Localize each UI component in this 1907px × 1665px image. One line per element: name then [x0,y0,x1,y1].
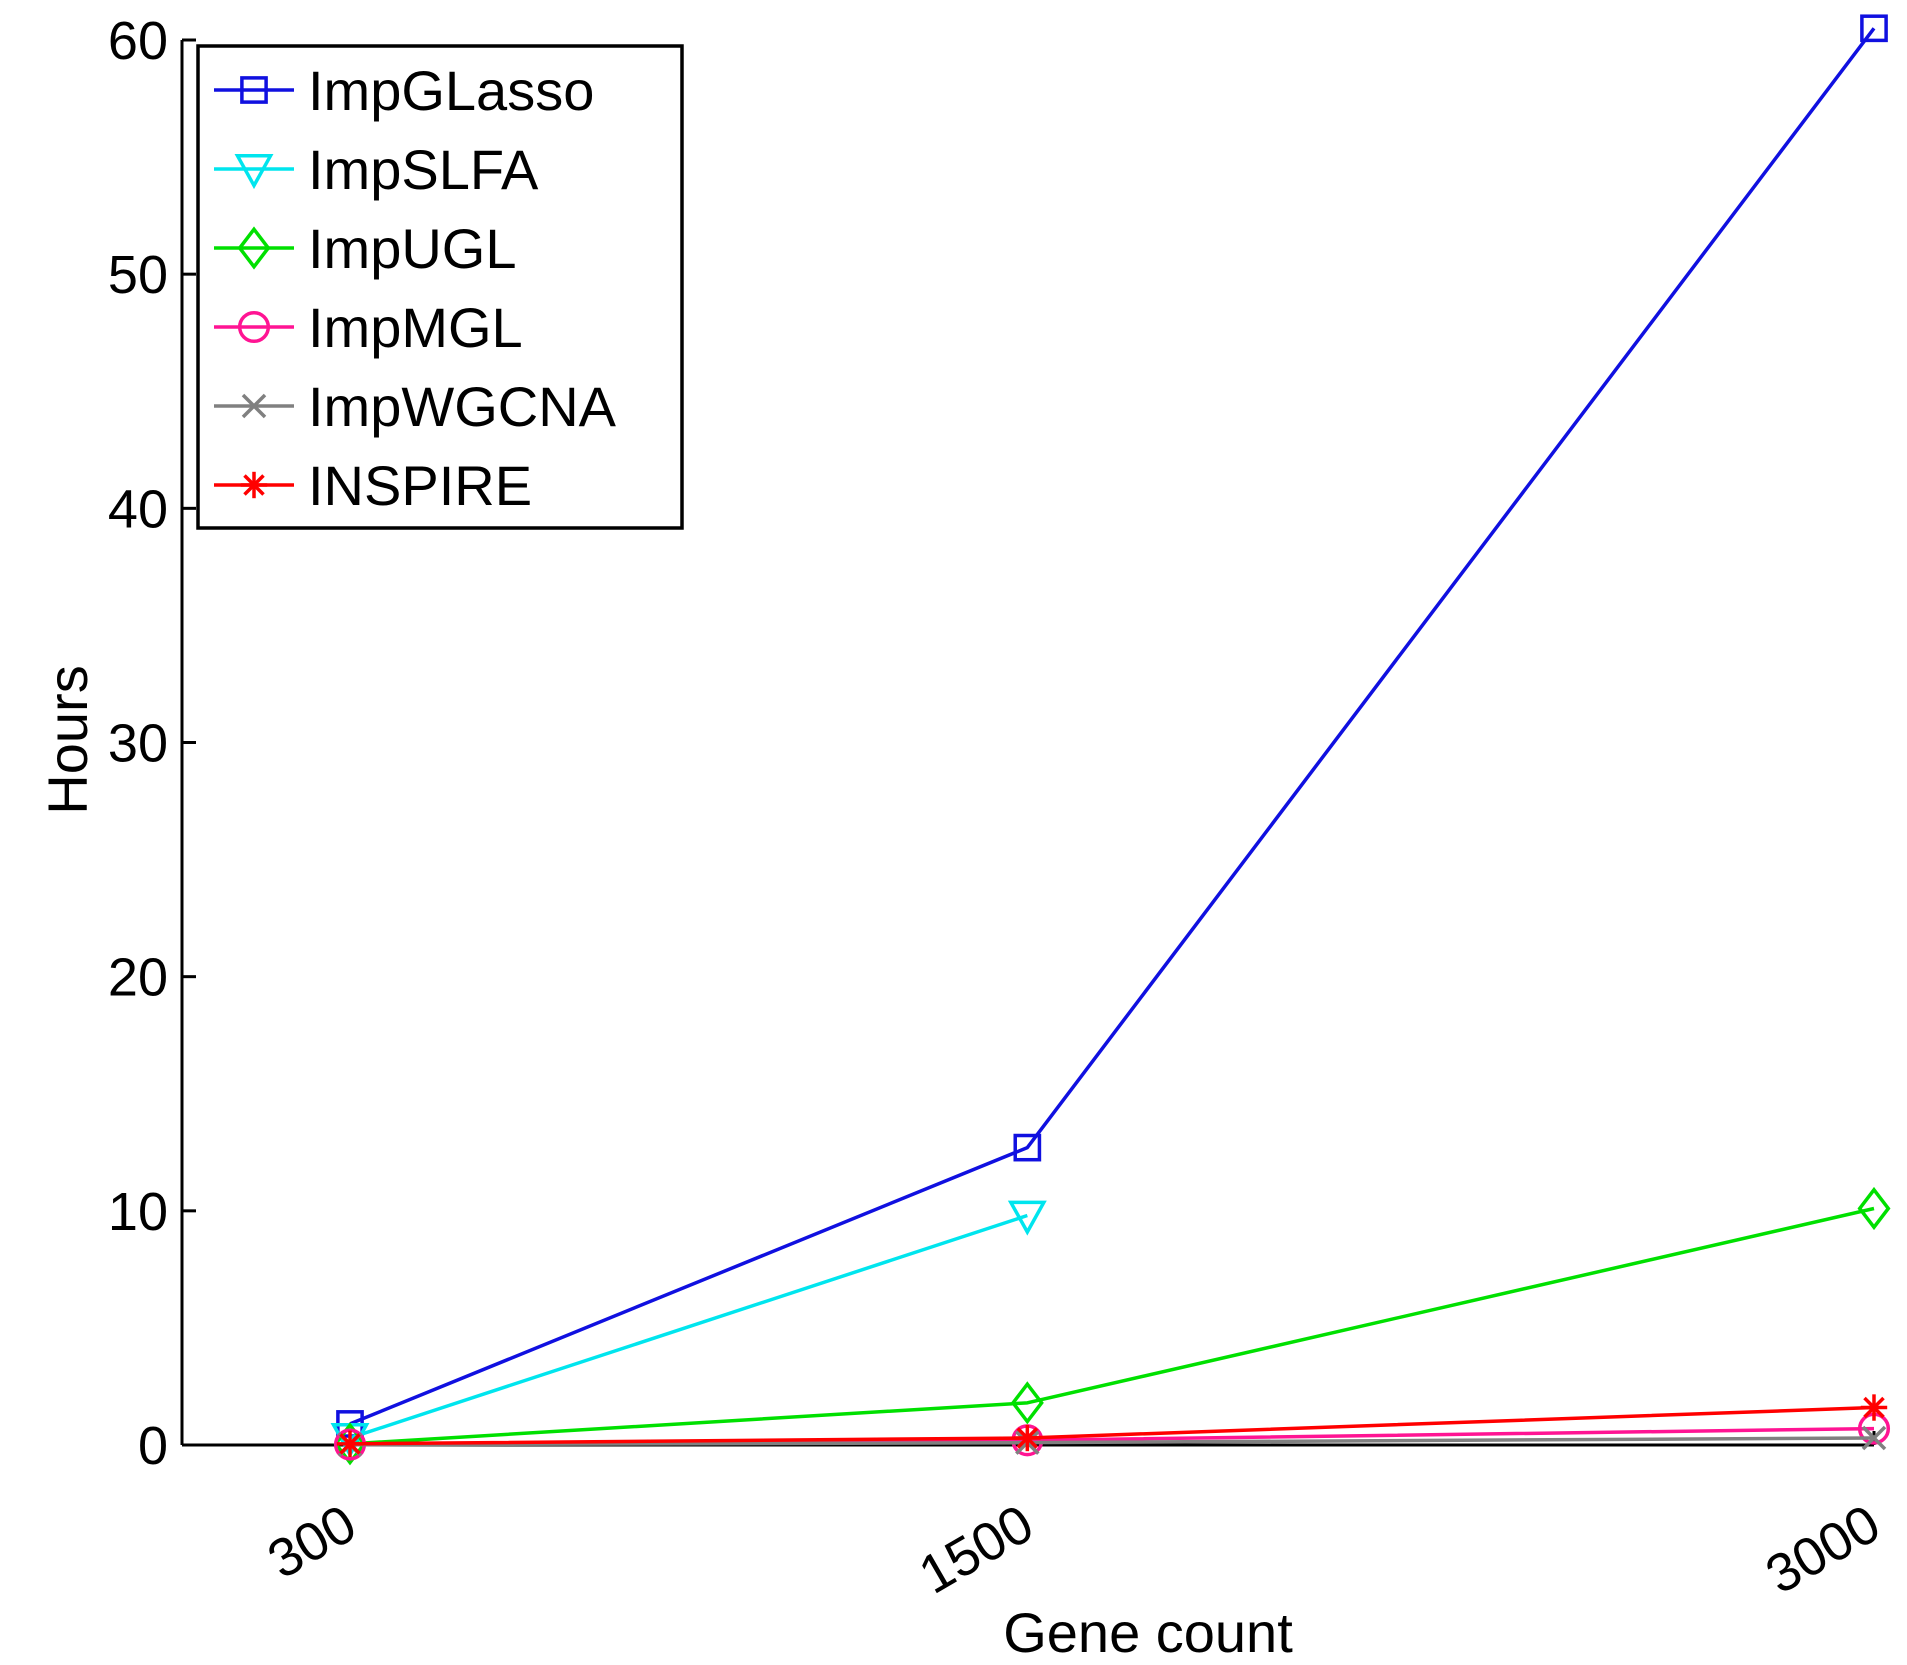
legend-marker [240,76,268,104]
legend-box [196,44,684,530]
x-tick-label: 1500 [909,1493,1043,1605]
data-point-inspire-stroke [339,1433,361,1455]
legend-item-impugl: ImpUGL [214,217,517,280]
y-tick-label: 20 [108,948,168,1008]
series-line-impslfa [349,1213,1028,1440]
y-tick-label: 40 [108,479,168,539]
legend: ImpGLasso ImpSLFA ImpUGL ImpMGL ImpWGCNA INSP… [196,44,684,530]
legend-marker [237,310,271,344]
data-point-inspire-stroke [1016,1427,1039,1449]
data-point-impglasso [1860,14,1888,43]
data-point-impwgcna-stroke [1861,1425,1887,1451]
data-point-inspire-stroke [1863,1396,1885,1419]
data-point-inspire [1014,1424,1041,1452]
legend-item-impglasso: ImpGLasso [214,59,594,122]
legend-item-impwgcna: ImpWGCNA [214,375,617,438]
series-line-impugl [349,1206,1875,1446]
series-impglasso [336,14,1888,1438]
legend-marker [234,154,274,190]
legend-label: ImpUGL [308,217,517,280]
series-line-impglasso [349,27,1876,1426]
y-tick-label: 10 [108,1182,168,1242]
y-axis-title: Hours [36,665,99,814]
y-tick-label: 30 [108,714,168,774]
legend-marker [237,226,271,270]
legend-label: ImpWGCNA [308,375,617,438]
legend-marker-stroke [241,393,267,419]
data-point-inspire [336,1430,364,1458]
x-tick-label: 300 [258,1493,366,1590]
legend-item-inspire: INSPIRE [214,454,532,517]
series-impugl [333,1186,1891,1466]
y-tick-label: 50 [108,245,168,305]
series-impslfa [330,1200,1047,1459]
data-point-impugl [1010,1381,1044,1425]
legend-label: INSPIRE [308,454,532,517]
legend-marker-stroke [243,474,265,496]
x-tick-label: 3000 [1756,1493,1890,1605]
y-tick-label: 60 [108,11,168,71]
legend-label: ImpGLasso [308,59,594,122]
legend-label: ImpMGL [308,296,523,359]
legend-marker [241,393,267,419]
legend-item-impslfa: ImpSLFA [214,138,539,201]
series-inspire [336,1394,1888,1458]
data-point-impwgcna [1861,1425,1887,1451]
data-point-impslfa [1007,1200,1047,1236]
data-point-inspire [1860,1394,1888,1421]
y-tick-label: 0 [138,1416,168,1476]
series-lines [330,14,1891,1466]
legend-item-impmgl: ImpMGL [214,296,523,359]
data-point-impugl [1857,1186,1891,1231]
data-point-impglasso [1013,1133,1042,1162]
legend-label: ImpSLFA [308,138,539,201]
x-axis-title: Gene count [1003,1601,1293,1664]
legend-marker [240,471,268,499]
